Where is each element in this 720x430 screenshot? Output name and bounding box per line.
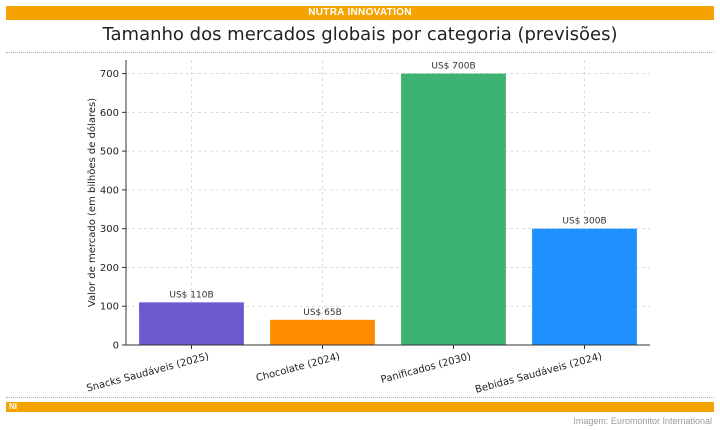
y-tick-label: 0 (113, 341, 119, 352)
y-tick-label: 600 (100, 108, 119, 119)
title-divider (6, 52, 714, 53)
chart-title: Tamanho dos mercados globais por categor… (102, 24, 618, 45)
bar (139, 302, 244, 345)
y-tick-label: 100 (100, 302, 119, 313)
bar-value-label: US$ 110B (169, 290, 213, 300)
x-tick-label: Snacks Saudáveis (2025) (85, 350, 210, 394)
bar-value-label: US$ 300B (562, 217, 606, 227)
footer-banner: NI (6, 402, 714, 412)
y-tick-label: 700 (100, 69, 119, 80)
image-source: Imagem: Euromonitor International (573, 416, 712, 426)
bar (532, 228, 637, 345)
brand-banner: NUTRA INNOVATION (6, 6, 714, 20)
bar-value-label: US$ 700B (431, 62, 475, 72)
x-tick-label: Panificados (2030) (380, 351, 473, 386)
x-tick-label: Chocolate (2024) (255, 351, 341, 384)
bar-chart: US$ 110B US$ 65B US$ 700B US$ 300B 0 100 200 30… (85, 60, 650, 396)
y-tick-label: 400 (100, 185, 119, 196)
bar (401, 73, 506, 346)
footer-divider (6, 397, 714, 398)
bar (270, 319, 375, 345)
y-tick-label: 200 (100, 263, 119, 274)
y-tick-label: 300 (100, 224, 119, 235)
y-tick-label: 500 (100, 147, 119, 158)
x-tick-label: Bebidas Saudáveis (2024) (474, 350, 604, 395)
y-axis-label: Valor de mercado (em bilhões de dólares) (86, 98, 98, 307)
bar-value-label: US$ 65B (303, 308, 342, 318)
